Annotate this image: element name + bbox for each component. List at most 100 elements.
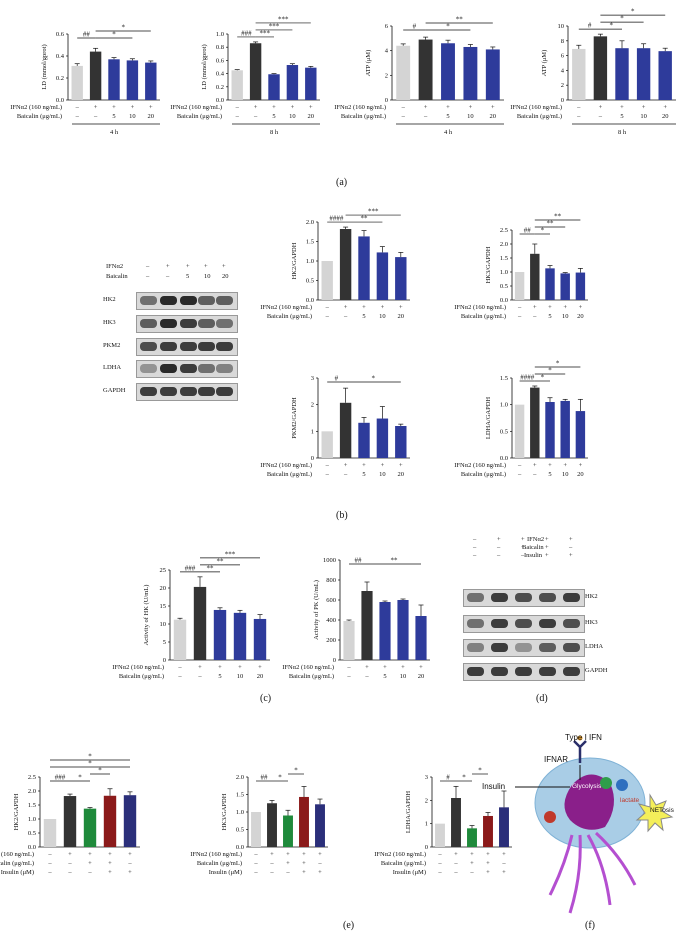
y-tick-label: 0.0 (236, 844, 244, 851)
significance-label: * (462, 774, 466, 782)
significance-label: *** (368, 208, 379, 216)
row-cell: – (127, 860, 132, 867)
y-tick-label: 0 (333, 657, 336, 664)
diagram-ifnar: IFNAR (544, 755, 568, 764)
row-cell: – (47, 869, 52, 876)
y-axis-label: LDHA/GAPDH (485, 397, 492, 440)
row-cell: – (253, 869, 258, 876)
significance-label: # (413, 23, 417, 31)
row-cell: + (302, 851, 306, 858)
blot-lane-sign: – (473, 536, 477, 543)
row-cell: 10 (129, 113, 136, 120)
blot-strip (463, 589, 585, 607)
blot-lane-sign: + (545, 536, 549, 543)
y-tick-label: 600 (326, 597, 336, 604)
blot-lane-sign: + (521, 536, 525, 543)
row-label-baicalin: Baicalin (μg/mL) (177, 113, 222, 120)
significance-label: * (371, 375, 375, 383)
row-cell: – (93, 113, 98, 120)
receptor-icon (573, 740, 587, 763)
nucleus (564, 774, 614, 830)
y-tick-label: 0.5 (500, 283, 508, 290)
blot-band (539, 619, 556, 628)
blot-protein-label: GAPDH (585, 667, 608, 674)
row-label-ifn: IFNα2 (160 ng/mL) (10, 104, 62, 111)
significance-label: *** (225, 550, 236, 558)
blot-band (180, 364, 197, 373)
significance-label: * (620, 15, 624, 23)
blot-band (140, 319, 157, 328)
blot-lane-sign: + (569, 552, 573, 559)
row-cell: 10 (640, 113, 647, 120)
row-cell: + (620, 104, 624, 111)
significance-label: ## (524, 227, 532, 235)
blot-lane-sign: + (521, 544, 525, 551)
row-cell: – (364, 673, 369, 680)
row-label-baicalin: Baicalin (μg/mL) (267, 471, 312, 478)
blot-band (160, 364, 177, 373)
y-tick-label: 1.5 (236, 792, 244, 799)
bar (514, 404, 525, 458)
blot-d-header-baicalin: Baicalin (522, 544, 544, 551)
row-cell: + (548, 462, 552, 469)
y-axis-label: HK3/GAPDH (221, 793, 228, 830)
bar (530, 387, 540, 458)
row-cell: + (486, 851, 490, 858)
significance-label: * (541, 374, 545, 382)
significance-label: * (78, 774, 82, 782)
bar (43, 819, 57, 847)
bar (560, 273, 570, 300)
diagram-insulin: Insulin (482, 782, 506, 791)
row-cell: + (579, 304, 583, 311)
time-label: 8 h (270, 129, 279, 136)
blot-band (515, 643, 532, 652)
bar (396, 45, 411, 100)
row-cell: + (108, 869, 112, 876)
diagram-netosis: NETosis (650, 807, 674, 814)
row-cell: – (317, 860, 322, 867)
bar (467, 828, 477, 847)
significance-label: ** (554, 213, 562, 221)
significance-label: * (478, 767, 482, 775)
row-cell: + (344, 462, 348, 469)
time-label: 4 h (444, 129, 453, 136)
bar (441, 43, 455, 100)
blot-band (140, 296, 157, 305)
row-cell: – (517, 471, 522, 478)
bar (108, 59, 120, 100)
bar (560, 400, 570, 458)
row-cell: – (401, 104, 406, 111)
row-cell: + (258, 664, 262, 671)
y-tick-label: 1.5 (500, 375, 508, 382)
blot-b-header-ifn: IFNα2 (106, 263, 124, 270)
row-cell: + (563, 462, 567, 469)
blot-d-lanes: – + + + + – – + + – – – – + + HK2 HK3 LDHA GAPDH (455, 535, 608, 685)
row-cell: – (325, 313, 330, 320)
row-cell: – (437, 851, 442, 858)
row-cell: – (67, 860, 72, 867)
row-label-ifn: IFNα2 (160 ng/mL) (260, 304, 312, 311)
bar (71, 65, 83, 100)
organelle-blue (616, 779, 628, 791)
bar (514, 272, 525, 300)
row-label-ifn: IFNα2 (160 ng/mL) (510, 104, 562, 111)
significance-label: ## (261, 774, 269, 782)
y-tick-label: 1.0 (500, 402, 508, 409)
row-label-baicalin: Baicalin (μg/mL) (0, 860, 34, 867)
significance-label: * (88, 753, 92, 761)
diagram-glycolysis: Glycolysis (572, 783, 602, 790)
y-tick-label: 0.0 (56, 97, 64, 104)
bar (315, 804, 325, 847)
y-axis-label: HK2/GAPDH (13, 793, 20, 830)
chart-e2: 0.0 0.5 1.0 1.5 2.0 HK3/GAPDH ## * * IFNα2 (160 n… (190, 767, 328, 876)
bar (463, 46, 478, 100)
row-cell: – (47, 851, 52, 858)
blot-lane-sign: – (166, 273, 170, 280)
y-tick-label: 1 (425, 821, 428, 828)
row-cell: + (112, 104, 116, 111)
row-cell: – (285, 869, 290, 876)
row-cell: + (238, 664, 242, 671)
row-cell: – (346, 664, 351, 671)
row-label-insulin: Insulin (μM) (1, 869, 34, 876)
y-tick-label: 0 (311, 455, 314, 462)
